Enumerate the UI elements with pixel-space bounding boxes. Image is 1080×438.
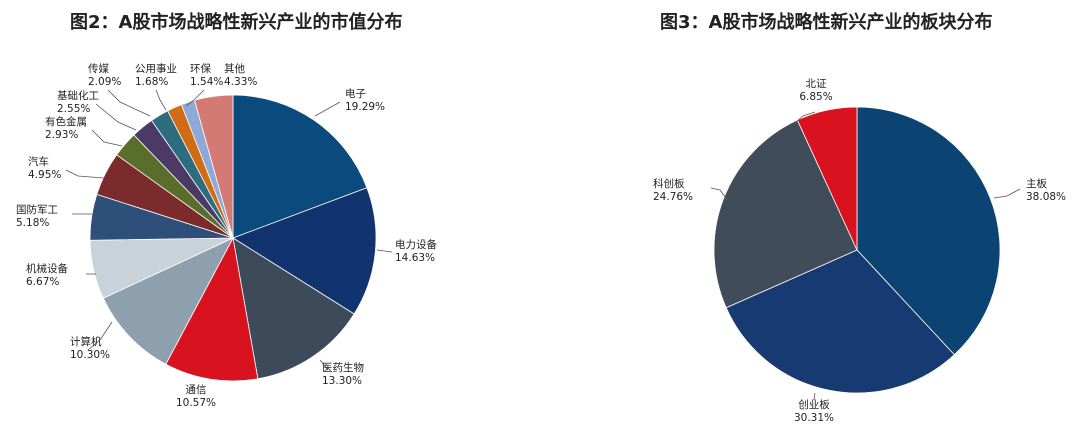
market-cap-leader-line-1 [376,249,393,253]
market-cap-label-name-11: 公用事业 [135,62,177,75]
market-cap-slice-2 [232,237,355,380]
market-cap-leader-line-11 [155,89,167,111]
market-cap-label-name-10: 传媒 [88,62,109,75]
market-cap-label-pct-6: 5.18% [16,217,49,229]
market-cap-label-pct-7: 4.95% [28,169,61,181]
board-slice-1 [725,249,955,394]
market-cap-label-pct-2: 13.30% [322,375,362,387]
market-cap-leader-line-12 [185,89,205,107]
board-label-pct-3: 6.85% [799,91,832,103]
market-cap-leader-line-0 [314,101,341,117]
market-cap-label-pct-5: 6.67% [26,276,59,288]
market-cap-label-pct-12: 1.54% [190,76,223,88]
board-label-name-1: 创业板 [798,398,830,411]
board-leader-line-3 [795,111,816,123]
market-cap-label-name-7: 汽车 [28,155,49,168]
market-cap-label-name-1: 电力设备 [395,238,437,251]
market-cap-slice-1 [232,187,377,315]
market-cap-label-pct-9: 2.55% [57,103,90,115]
market-cap-label-name-4: 计算机 [70,335,102,348]
market-cap-label-name-8: 有色金属 [45,115,87,128]
market-cap-label-name-6: 国防军工 [16,203,58,216]
market-cap-leader-line-8 [91,129,123,147]
board-leader-line-0 [993,188,1021,199]
board-label-pct-2: 24.76% [653,191,693,203]
market-cap-label-pct-13: 4.33% [224,76,257,88]
board-slice-2 [713,119,858,309]
market-cap-slice-4 [102,237,234,365]
market-cap-label-pct-0: 19.29% [345,101,385,113]
market-cap-pie: 电子19.29%电力设备14.63%医药生物13.30%通信10.57%计算机1… [16,62,437,409]
board-label-name-3: 北证 [806,78,827,90]
chart-title-right: 图3：A股市场战略性新兴产业的板块分布 [660,12,993,33]
board-label-pct-1: 30.31% [794,412,834,424]
market-cap-slice-3 [165,236,259,382]
market-cap-slice-0 [232,94,368,239]
market-cap-label-pct-11: 1.68% [135,76,168,88]
market-cap-label-name-3: 通信 [186,384,207,396]
board-label-name-0: 主板 [1026,177,1048,190]
market-cap-label-name-12: 环保 [190,62,211,75]
market-cap-label-pct-10: 2.09% [88,76,121,88]
board-label-pct-0: 38.08% [1026,191,1066,203]
market-cap-label-name-2: 医药生物 [322,361,364,374]
market-cap-label-pct-3: 10.57% [176,397,216,409]
market-cap-label-pct-1: 14.63% [395,252,435,264]
market-cap-slice-13 [194,94,234,239]
market-cap-label-pct-4: 10.30% [70,349,110,361]
market-cap-leader-line-2 [319,359,329,371]
board-leader-line-1 [813,392,816,401]
board-label-name-2: 科创板 [653,177,685,190]
market-cap-label-name-9: 基础化工 [57,89,99,102]
board-leader-line-2 [710,187,729,202]
board-slice-3 [796,106,858,251]
market-cap-leader-line-10 [107,89,151,117]
market-cap-label-name-5: 机械设备 [26,262,68,275]
market-cap-leader-line-4 [87,321,113,351]
market-cap-label-name-0: 电子 [345,87,366,100]
board-slice-0 [856,106,1001,356]
market-cap-label-pct-8: 2.93% [45,129,78,141]
market-cap-label-name-13: 其他 [224,62,245,75]
market-cap-leader-line-7 [65,169,105,179]
chart-title-left: 图2：A股市场战略性新兴产业的市值分布 [70,12,403,33]
market-cap-leader-line-9 [95,103,137,131]
